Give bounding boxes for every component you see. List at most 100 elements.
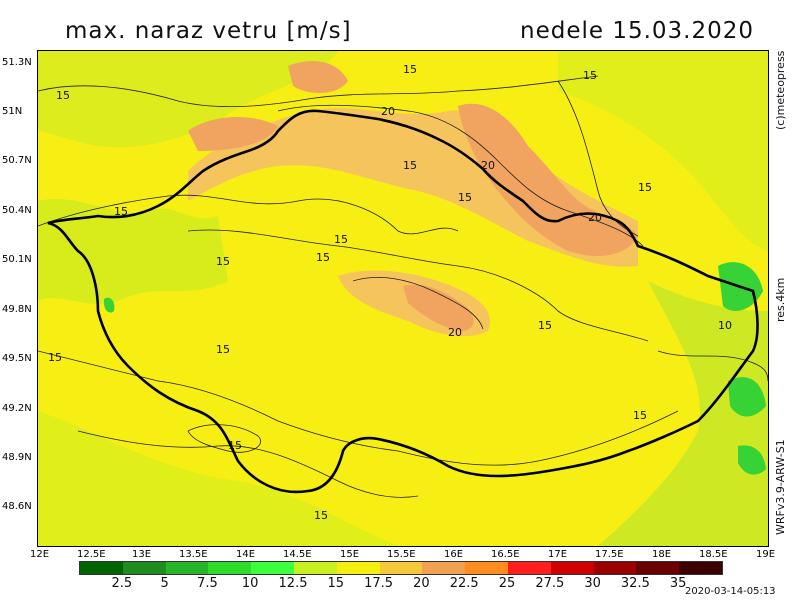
contour-label: 15 [314, 509, 328, 522]
lon-label: 12E [30, 549, 50, 560]
contour-label: 15 [316, 251, 330, 264]
contour-label: 15 [538, 319, 552, 332]
lon-label: 18.5E [699, 549, 728, 560]
color-scale-label: 10 [241, 576, 259, 591]
contour-line [657, 350, 768, 382]
color-scale-swatch [80, 562, 123, 574]
color-scale-label: 5 [160, 576, 169, 591]
contour-label: 15 [403, 159, 417, 172]
lat-label: 48.9N [2, 452, 32, 463]
color-scale-label: 30 [584, 576, 601, 591]
color-scale-label: 27.5 [535, 576, 565, 591]
lon-label: 16E [444, 549, 464, 560]
region-orange-1 [288, 61, 348, 93]
lon-label: 13.5E [179, 549, 208, 560]
lat-label: 49.8N [2, 304, 32, 315]
contour-label: 15 [216, 343, 230, 356]
lon-label: 14E [236, 549, 256, 560]
lon-label: 13E [132, 549, 152, 560]
map-panel: 15 15 15 15 15 15 15 15 15 15 15 15 15 1… [37, 50, 769, 547]
lon-label: 14.5E [283, 549, 312, 560]
region-low-east [598, 281, 768, 546]
lat-label: 48.6N [2, 501, 32, 512]
contour-line [38, 75, 599, 108]
contour-label: 20 [481, 159, 495, 172]
color-scale-swatch [507, 562, 551, 574]
lon-label: 16.5E [491, 549, 520, 560]
lat-label: 51N [2, 106, 23, 117]
contour-label: 15 [216, 255, 230, 268]
color-scale-swatch [550, 562, 594, 574]
contour-line [352, 276, 484, 330]
contour-label: 20 [448, 326, 462, 339]
lat-label: 50.4N [2, 205, 32, 216]
lon-label: 17.5E [595, 549, 624, 560]
lon-label: 19E [756, 549, 776, 560]
timestamp-label: 2020-03-14-05:13 [685, 586, 776, 597]
map-date: nedele 15.03.2020 [520, 18, 755, 44]
contour-label: 15 [638, 181, 652, 194]
lon-label: 18E [652, 549, 672, 560]
contour-label: 20 [381, 105, 395, 118]
contour-lines [38, 75, 768, 498]
wind-gust-map: 15 15 15 15 15 15 15 15 15 15 15 15 15 1… [38, 51, 768, 546]
color-scale-label: 2.5 [111, 576, 133, 591]
color-scale-swatch [679, 562, 722, 574]
color-scale-swatch [251, 562, 294, 574]
color-scale-label: 15 [327, 576, 345, 591]
contour-label: 15 [403, 63, 417, 76]
lat-label: 50.7N [2, 155, 32, 166]
region-orange-3 [458, 103, 638, 257]
lat-label: 50.1N [2, 254, 32, 265]
resolution-label: res.4km [774, 277, 787, 322]
lon-label: 15E [340, 549, 360, 560]
region-low-northeast [558, 51, 768, 251]
color-scale-label: 25 [498, 576, 516, 591]
credit-label: (c)meteopress [774, 50, 787, 130]
region-green-west [104, 297, 115, 313]
lon-label: 15.5E [387, 549, 416, 560]
contour-label: 10 [718, 319, 732, 332]
contour-line [277, 104, 644, 247]
contour-label: 15 [458, 191, 472, 204]
region-lightorange-north [188, 108, 638, 267]
contour-label: 15 [334, 233, 348, 246]
color-scale-swatch [122, 562, 166, 574]
color-scale-swatch [465, 562, 508, 574]
color-scale-label: 17.5 [364, 576, 394, 591]
contour-label: 15 [114, 205, 128, 218]
lon-label: 17E [548, 549, 568, 560]
region-green-east-3 [738, 445, 766, 475]
region-green-east-2 [728, 377, 766, 417]
contour-label: 20 [588, 211, 602, 224]
contour-label: 15 [633, 409, 647, 422]
region-orange-2 [188, 116, 278, 151]
contour-line [38, 350, 679, 466]
color-scale-label: 7.5 [197, 576, 218, 591]
lat-label: 51.3N [2, 57, 32, 68]
region-low-north [38, 51, 338, 148]
color-scale-swatch [379, 562, 423, 574]
region-low-south [38, 411, 398, 546]
map-title: max. naraz vetru [m/s] [65, 18, 352, 44]
color-scale-label: 12.5 [278, 576, 308, 591]
contour-line [187, 424, 261, 453]
color-scale-swatch [636, 562, 680, 574]
lat-label: 49.2N [2, 403, 32, 414]
contour-line [557, 80, 639, 237]
lon-label: 12.5E [77, 549, 106, 560]
color-scale-label: 32.5 [620, 576, 650, 591]
color-scale-label: 20 [413, 576, 430, 591]
color-scale-swatch [336, 562, 380, 574]
model-label: WRFv3.9-ARW-S1 [774, 439, 787, 535]
contour-line [187, 229, 649, 342]
lat-label: 49.5N [2, 353, 32, 364]
color-scale-swatch [165, 562, 209, 574]
color-scale-swatch [593, 562, 637, 574]
region-low-west [38, 198, 228, 304]
color-scale-label: 22.5 [449, 576, 479, 591]
color-scale-label: 35 [669, 576, 687, 591]
color-scale-swatch [422, 562, 466, 574]
country-border [47, 109, 759, 494]
region-orange-4 [403, 284, 474, 331]
